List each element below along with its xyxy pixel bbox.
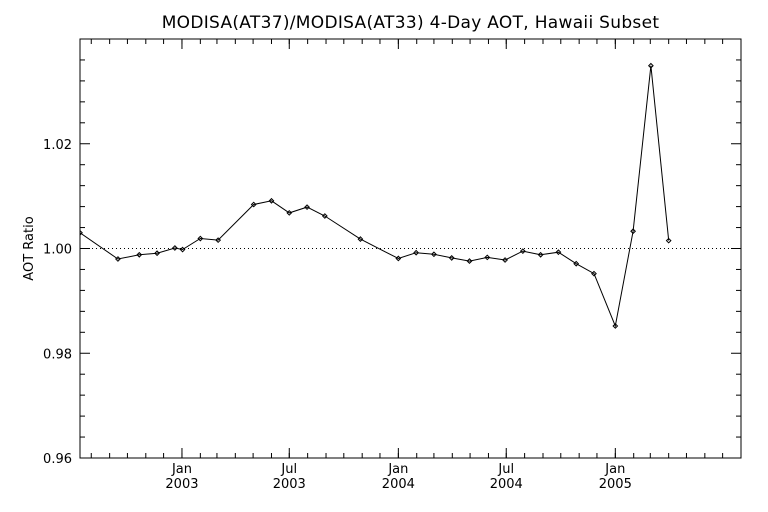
data-point (321, 213, 328, 219)
x-tick-label-year: 2004 (490, 477, 523, 492)
data-point (413, 249, 420, 256)
data-point (665, 237, 672, 244)
data-point (286, 209, 293, 216)
data-point (304, 204, 310, 211)
data-point (647, 62, 654, 69)
data-point (573, 260, 580, 267)
y-tick-label: 1.00 (43, 243, 72, 258)
data-point (431, 251, 437, 258)
x-tick-label-month: Jan (604, 462, 625, 477)
x-tick-label-year: 2003 (165, 477, 198, 492)
data-point (154, 250, 160, 257)
data-point (466, 258, 473, 264)
data-point (537, 251, 544, 258)
y-axis-label: AOT Ratio (22, 216, 37, 280)
x-tick-label-year: 2004 (382, 477, 415, 492)
data-point (171, 245, 178, 251)
y-tick-label: 0.98 (43, 347, 72, 362)
data-point (484, 254, 491, 261)
x-tick-label-month: Jan (171, 462, 192, 477)
x-tick-label-month: Jul (497, 462, 514, 477)
data-point (215, 237, 222, 244)
y-tick-label: 1.02 (43, 138, 72, 153)
data-point (448, 255, 455, 261)
data-point (519, 248, 526, 255)
data-point (502, 257, 508, 263)
data-point (555, 249, 562, 256)
data-point (357, 236, 364, 242)
data-point (179, 246, 186, 253)
data-point (250, 201, 257, 208)
data-point (591, 270, 597, 277)
y-tick-label: 0.96 (43, 452, 72, 467)
x-tick-label-year: 2005 (599, 477, 632, 492)
data-point (268, 197, 275, 204)
x-tick-label-year: 2003 (273, 477, 306, 492)
data-point (197, 235, 204, 242)
chart-title: MODISA(AT37)/MODISA(AT33) 4-Day AOT, Haw… (161, 13, 660, 33)
data-point (395, 255, 402, 262)
x-tick-label-month: Jul (280, 462, 297, 477)
x-tick-label-month: Jan (387, 462, 408, 477)
series-line (80, 65, 670, 328)
data-point (115, 256, 121, 262)
data-point (612, 323, 619, 329)
data-point (136, 251, 143, 258)
data-point (630, 228, 637, 235)
data-point (80, 229, 83, 236)
